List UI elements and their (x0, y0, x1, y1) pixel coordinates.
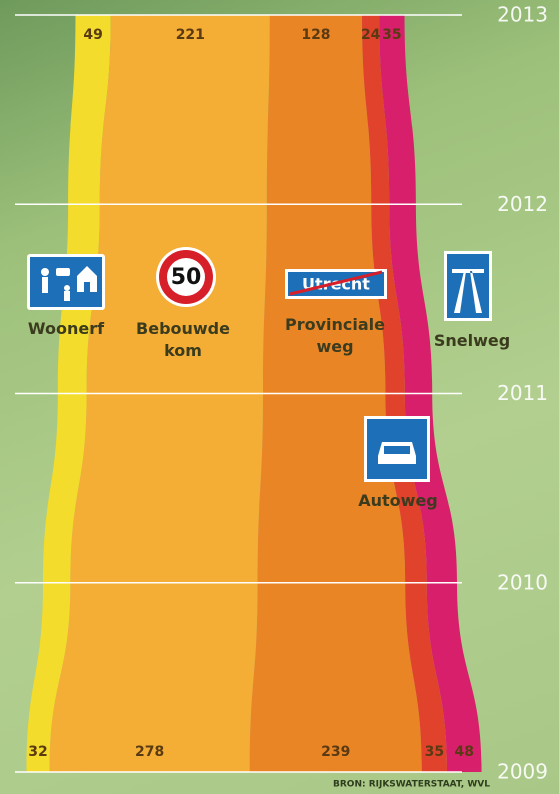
data-label: 239 (321, 744, 350, 760)
data-label: 35 (425, 744, 444, 760)
source: BRON: RIJKSWATERSTAAT, WVL (333, 780, 490, 790)
data-label: 32 (28, 744, 47, 760)
data-label: 221 (176, 27, 205, 43)
y-tick-label: 2009 (497, 760, 548, 784)
data-label: 48 (454, 744, 473, 760)
chart-svg: 3227823935484922112824352009201020112012… (0, 0, 559, 794)
sign-woonerf (27, 254, 105, 310)
legend-label: Provinciale weg (280, 314, 390, 358)
data-label: 278 (135, 744, 164, 760)
data-label: 49 (83, 27, 102, 43)
sign-text: 50 (171, 265, 202, 290)
data-label: 35 (382, 27, 401, 43)
y-tick-label: 2011 (497, 381, 548, 405)
data-label: 128 (301, 27, 330, 43)
legend-label: Bebouwde kom (128, 318, 238, 362)
data-label: 24 (361, 27, 381, 43)
chart: 3227823935484922112824352009201020112012… (0, 0, 559, 794)
sign-snelweg (444, 251, 492, 321)
y-tick-label: 2012 (497, 192, 548, 216)
legend-label: Woonerf (18, 318, 114, 340)
sign-50: 50 (156, 247, 216, 307)
y-tick-label: 2013 (497, 3, 548, 27)
y-tick-label: 2010 (497, 570, 548, 594)
legend-label: Snelweg (424, 330, 520, 352)
legend-label: Autoweg (350, 490, 446, 512)
sign-autoweg (364, 416, 430, 482)
sign-utrecht: Utrecht (285, 269, 387, 299)
